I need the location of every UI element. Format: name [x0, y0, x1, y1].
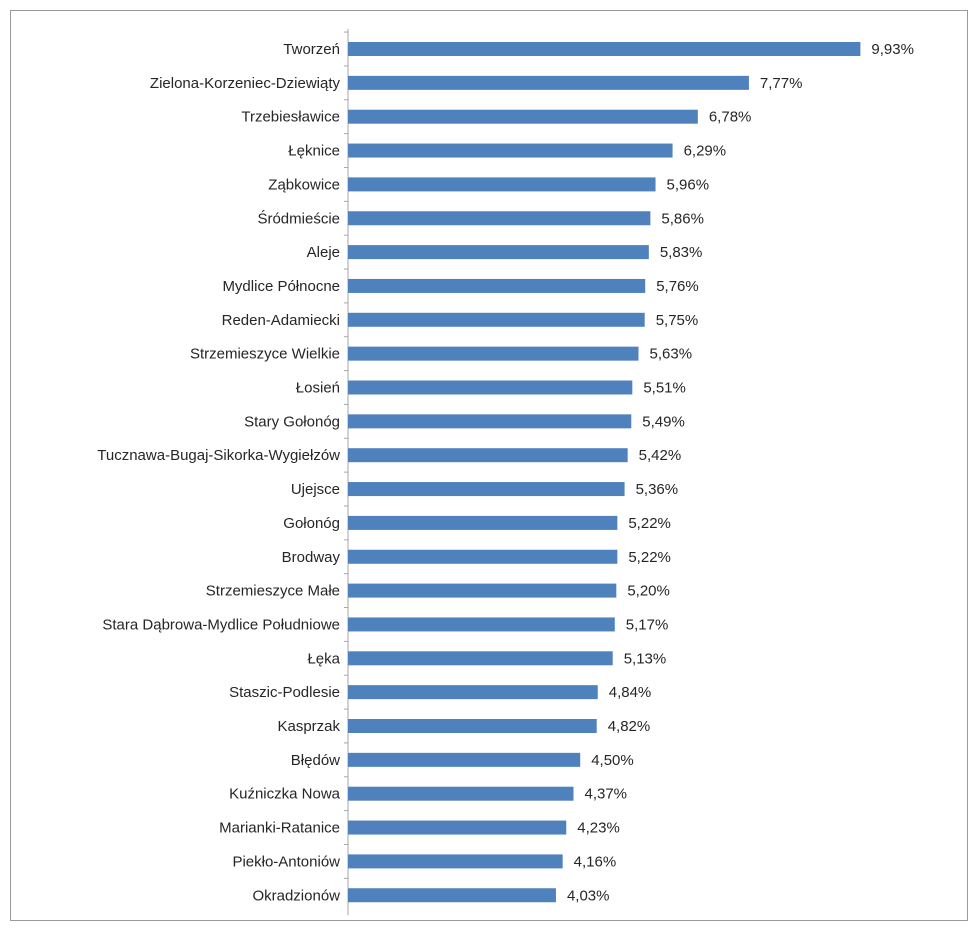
data-label: 5,51% [643, 380, 686, 397]
bar [348, 820, 567, 835]
bar [348, 617, 615, 632]
category-label: Ząbkowice [268, 176, 340, 193]
bar [348, 583, 617, 598]
category-label: Okradzionów [252, 887, 340, 904]
data-label: 5,20% [627, 583, 670, 600]
data-label: 4,16% [574, 853, 617, 870]
data-label: 5,96% [667, 176, 710, 193]
data-label: 4,23% [577, 820, 620, 837]
data-label: 4,37% [584, 786, 627, 803]
category-label: Ujejsce [291, 481, 340, 498]
category-label: Mydlice Północne [222, 278, 340, 295]
data-label: 5,75% [656, 312, 699, 329]
category-label: Piekło-Antoniów [232, 853, 340, 870]
bar [348, 651, 613, 666]
data-label: 5,17% [626, 616, 669, 633]
data-label: 5,36% [636, 481, 679, 498]
bar [348, 143, 673, 158]
data-label: 9,93% [871, 41, 914, 58]
data-label: 4,50% [591, 752, 634, 769]
category-label: Kasprzak [277, 718, 340, 735]
data-label: 5,49% [642, 413, 685, 430]
bar-chart: Tworzeń 9,93% Zielona-Korzeniec-Dziewiąty 7… [97, 29, 914, 916]
bar [348, 786, 574, 801]
category-label: Gołonóg [283, 515, 340, 532]
data-label: 5,63% [650, 346, 693, 363]
bar [348, 854, 563, 869]
bar [348, 109, 698, 124]
category-label: Marianki-Ratanice [219, 820, 340, 837]
data-label: 4,82% [608, 718, 651, 735]
bar [348, 888, 556, 903]
bar [348, 42, 861, 56]
bar [348, 719, 597, 733]
bar [348, 685, 598, 700]
category-label: Strzemieszyce Małe [206, 583, 340, 600]
data-label: 4,03% [567, 887, 610, 904]
category-label: Stara Dąbrowa-Mydlice Południowe [102, 616, 340, 633]
bar [348, 312, 645, 327]
category-label: Łęka [307, 650, 340, 667]
data-label: 5,22% [628, 549, 671, 566]
data-label: 5,22% [628, 515, 671, 532]
data-label: 5,83% [660, 244, 703, 261]
category-label: Stary Gołonóg [244, 413, 340, 430]
data-label: 6,29% [684, 143, 727, 160]
data-label: 5,86% [661, 210, 704, 227]
category-label: Śródmieście [257, 209, 340, 227]
bar [348, 177, 656, 192]
bar [348, 211, 651, 226]
category-label: Reden-Adamiecki [222, 312, 340, 329]
category-label: Staszic-Podlesie [229, 684, 340, 701]
category-label: Kuźniczka Nowa [229, 786, 341, 803]
data-label: 5,76% [656, 278, 699, 295]
category-label: Aleje [307, 244, 340, 261]
category-label: Zielona-Korzeniec-Dziewiąty [150, 75, 341, 92]
data-label: 5,13% [624, 650, 667, 667]
bar [348, 278, 646, 293]
category-label: Łęknice [288, 143, 340, 160]
bar [348, 380, 633, 395]
category-label: Błędów [291, 752, 340, 769]
bar [348, 515, 618, 530]
bar [348, 752, 581, 767]
bar [348, 245, 649, 260]
category-label: Tucznawa-Bugaj-Sikorka-Wygiełzów [97, 447, 340, 464]
data-label: 7,77% [760, 75, 803, 92]
bar [348, 448, 628, 463]
data-label: 6,78% [709, 109, 752, 126]
category-label: Trzebiesławice [241, 109, 340, 126]
data-label: 5,42% [639, 447, 682, 464]
category-label: Brodway [282, 549, 341, 566]
data-label: 4,84% [609, 684, 652, 701]
bar [348, 346, 639, 361]
bar [348, 75, 749, 90]
bar [348, 549, 618, 564]
category-label: Tworzeń [283, 41, 340, 58]
bar [348, 414, 632, 429]
chart-frame: Tworzeń 9,93% Zielona-Korzeniec-Dziewiąty 7… [10, 10, 968, 921]
category-label: Łosień [296, 380, 340, 397]
bar [348, 482, 625, 497]
category-label: Strzemieszyce Wielkie [190, 346, 340, 363]
